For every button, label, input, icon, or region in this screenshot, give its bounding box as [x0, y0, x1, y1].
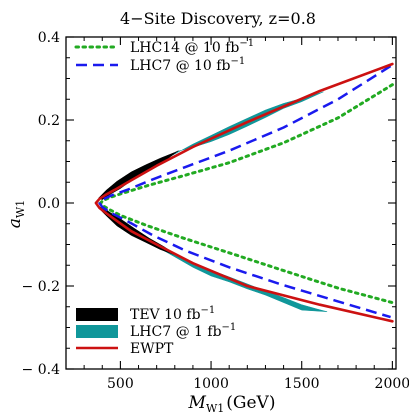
y-axis-label-main: a [5, 218, 25, 228]
y-tick-label: 0.2 [38, 113, 60, 129]
y-tick-label: 0.0 [38, 196, 60, 212]
x-tick-label: 1500 [284, 376, 320, 392]
lhc14-curve [99, 83, 394, 305]
legend-entry-lhc7_10: LHC7 @ 10 fb−1 [76, 56, 245, 74]
x-axis-label-main: M [188, 393, 207, 413]
chart-title: 4−Site Discovery, z=0.8 [120, 9, 316, 28]
y-tick-label: − 0.4 [22, 362, 61, 378]
legend-label-ewpt: EWPT [130, 341, 174, 357]
x-tick-label: 1000 [193, 376, 229, 392]
lhc7_10-curve [98, 65, 392, 319]
legend-label-tev: TEV 10 fb−1 [130, 305, 215, 323]
x-axis-label-sub: W1 [206, 402, 224, 415]
y-tick-label: − 0.2 [22, 279, 60, 295]
ewpt-curve [94, 62, 394, 323]
legend-label-lhc7_10: LHC7 @ 10 fb−1 [130, 56, 245, 74]
legend-label-lhc7_1: LHC7 @ 1 fb−1 [130, 322, 236, 340]
legend-entry-lhc7_1: LHC7 @ 1 fb−1 [76, 322, 236, 340]
legend-entry-ewpt: EWPT [76, 341, 174, 357]
legend-label-lhc14: LHC14 @ 10 fb−1 [130, 38, 254, 56]
legend-entry-tev: TEV 10 fb−1 [76, 305, 215, 323]
y-tick-label: 0.4 [38, 30, 60, 46]
legend-swatch-tev [76, 308, 118, 321]
y-axis-label-sub: W1 [14, 200, 27, 218]
y-axis-label: aW1 [5, 200, 27, 228]
x-axis-label: MW1 (GeV) [188, 393, 276, 415]
legend-entry-lhc14: LHC14 @ 10 fb−1 [74, 38, 254, 56]
x-axis-label-unit: (GeV) [226, 393, 275, 413]
x-tick-label: 2000 [375, 376, 409, 392]
x-tick-label: 500 [107, 376, 134, 392]
legend-swatch-lhc7_1 [76, 325, 118, 338]
